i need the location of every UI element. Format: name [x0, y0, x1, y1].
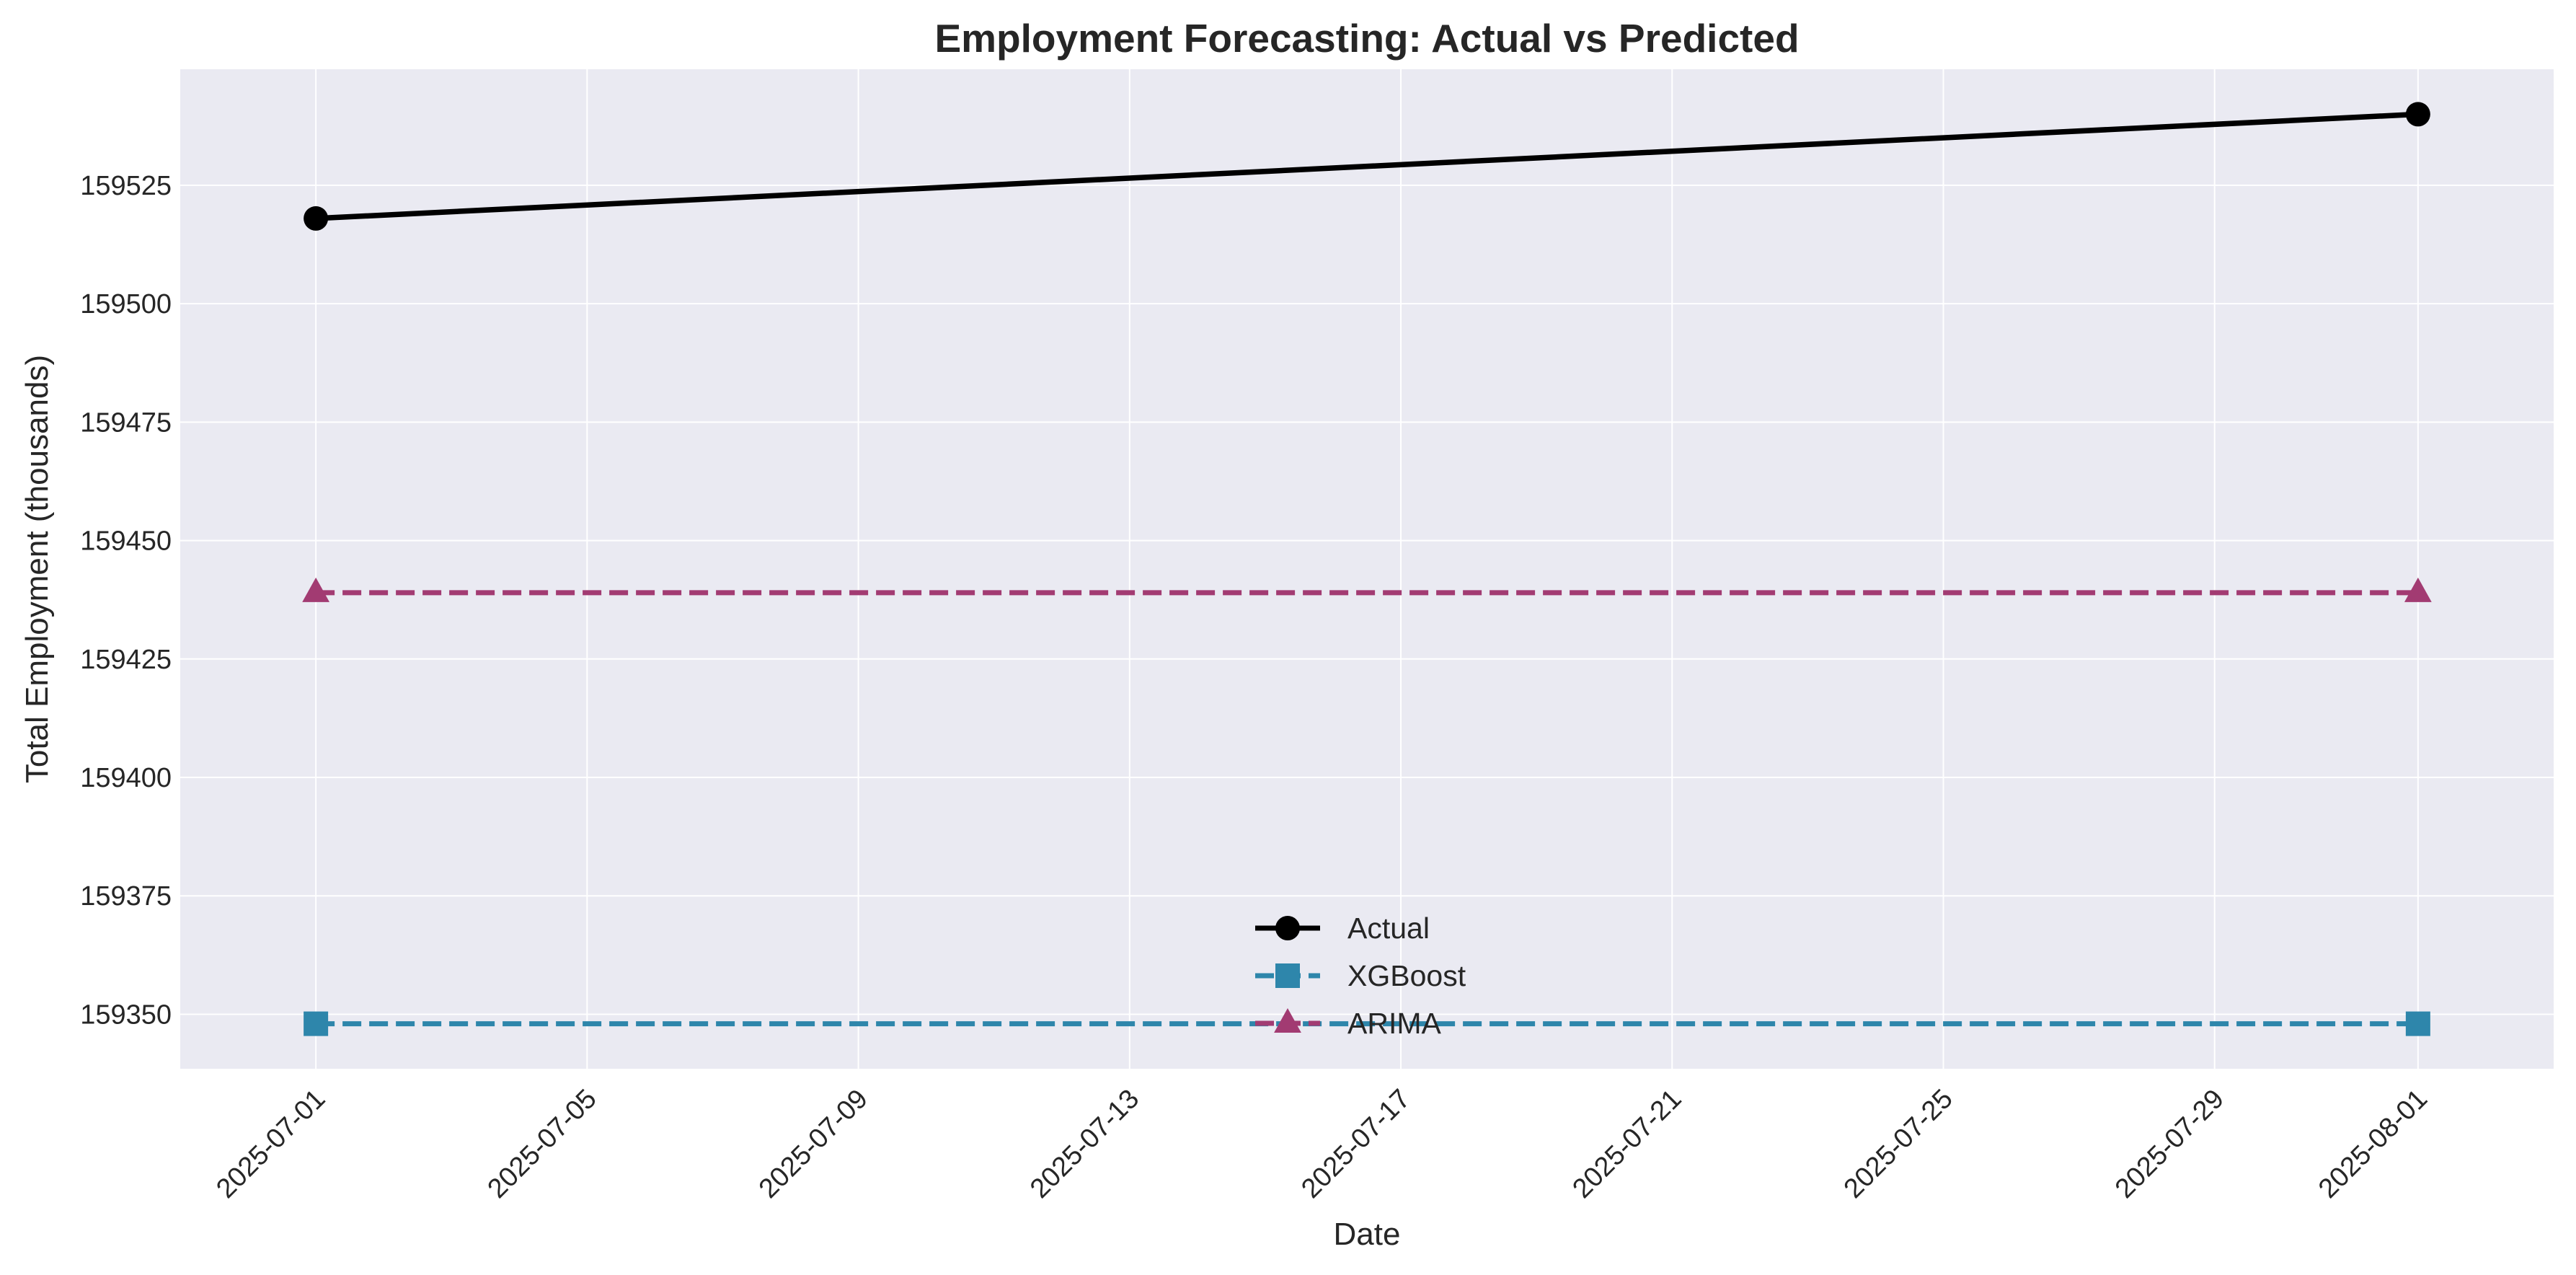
legend-item-actual: Actual — [1255, 912, 1430, 945]
x-tick-label: 2025-08-01 — [2313, 1084, 2433, 1204]
data-point-actual — [304, 206, 329, 231]
y-tick-label: 159450 — [80, 526, 172, 557]
series-actual — [304, 102, 2430, 231]
legend-item-arima: ARIMA — [1255, 1007, 1442, 1040]
y-tick-label: 159475 — [80, 407, 172, 438]
x-tick-label: 2025-07-21 — [1567, 1084, 1687, 1204]
data-point-actual — [2405, 102, 2430, 127]
legend-label-xgboost: XGBoost — [1347, 959, 1466, 992]
x-axis-label: Date — [1334, 1217, 1401, 1252]
y-axis-label: Total Employment (thousands) — [19, 355, 55, 783]
data-point-xgboost — [304, 1011, 329, 1036]
gridlines — [180, 69, 2554, 1069]
legend-marker-xgboost — [1275, 963, 1300, 988]
y-tick-label: 159350 — [80, 1000, 172, 1030]
y-tick-label: 159525 — [80, 171, 172, 201]
y-tick-label: 159400 — [80, 763, 172, 793]
chart-title: Employment Forecasting: Actual vs Predic… — [934, 16, 1799, 61]
y-tick-label: 159500 — [80, 289, 172, 319]
series-xgboost — [304, 1011, 2430, 1036]
x-tick-label: 2025-07-05 — [482, 1084, 603, 1204]
x-tick-label: 2025-07-09 — [753, 1084, 874, 1204]
x-tick-label: 2025-07-25 — [1838, 1084, 1959, 1204]
y-tick-label: 159375 — [80, 881, 172, 912]
legend-label-actual: Actual — [1347, 912, 1430, 945]
series-arima — [302, 577, 2432, 602]
x-tick-label: 2025-07-01 — [211, 1084, 331, 1204]
legend-marker-arima — [1274, 1008, 1301, 1033]
legend-item-xgboost: XGBoost — [1255, 959, 1466, 992]
legend: Actual XGBoost ARIMA — [1255, 912, 1466, 1040]
series-line-actual — [315, 111, 2419, 221]
x-tick-label: 2025-07-13 — [1024, 1084, 1145, 1204]
y-tick-label: 159425 — [80, 645, 172, 675]
plot-area — [180, 69, 2554, 1069]
data-point-arima — [302, 577, 330, 602]
series-layer — [302, 102, 2432, 1036]
legend-label-arima: ARIMA — [1347, 1007, 1442, 1040]
x-tick-label: 2025-07-29 — [2110, 1084, 2230, 1204]
x-tick-label: 2025-07-17 — [1296, 1084, 1416, 1204]
data-point-xgboost — [2405, 1011, 2430, 1036]
legend-marker-actual — [1275, 916, 1300, 940]
data-point-arima — [2404, 577, 2432, 602]
